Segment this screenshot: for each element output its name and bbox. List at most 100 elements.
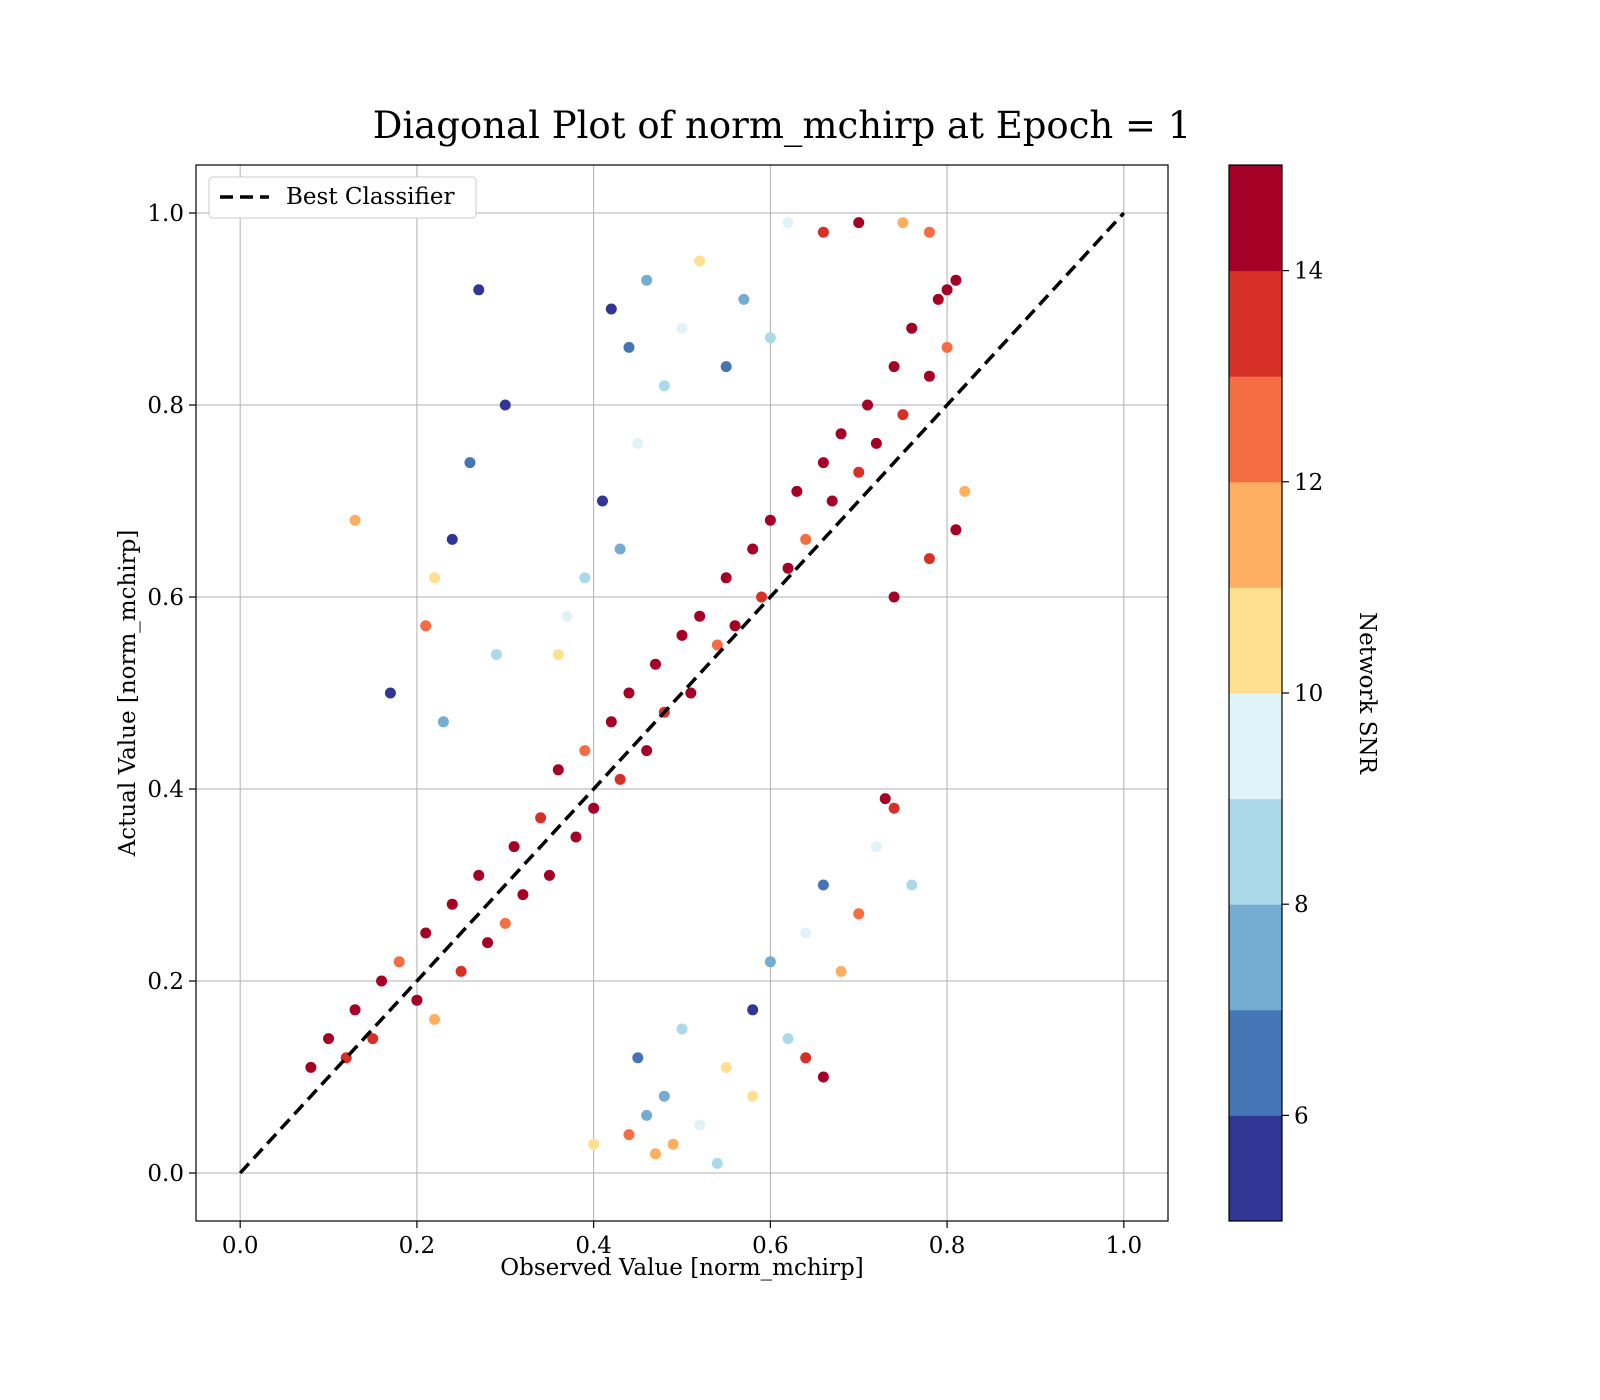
scatter-point bbox=[473, 284, 485, 296]
scatter-point bbox=[720, 1061, 732, 1073]
scatter-point bbox=[835, 428, 847, 440]
scatter-point bbox=[888, 361, 900, 373]
scatter-point bbox=[950, 524, 962, 536]
scatter-point bbox=[747, 543, 759, 555]
scatter-point bbox=[756, 591, 768, 603]
scatter-point bbox=[420, 620, 432, 632]
scatter-point bbox=[941, 284, 953, 296]
colorbar-segment bbox=[1229, 270, 1282, 377]
scatter-point bbox=[923, 226, 935, 238]
scatter-point bbox=[941, 341, 953, 353]
scatter-point bbox=[694, 255, 706, 267]
scatter-point bbox=[676, 1023, 688, 1035]
scatter-point bbox=[349, 1004, 361, 1016]
scatter-point bbox=[376, 975, 388, 987]
scatter-point bbox=[906, 879, 918, 891]
scatter-point bbox=[782, 217, 794, 229]
scatter-point bbox=[685, 687, 697, 699]
scatter-point bbox=[473, 869, 485, 881]
colorbar-tick-label: 14 bbox=[1294, 259, 1323, 285]
scatter-point bbox=[561, 610, 573, 622]
x-axis-ticks: 0.0 0.2 0.4 0.6 0.8 1.0 bbox=[222, 1221, 1142, 1259]
scatter-point bbox=[446, 533, 458, 545]
scatter-point bbox=[764, 332, 776, 344]
scatter-point bbox=[393, 956, 405, 968]
scatter-point bbox=[800, 927, 812, 939]
scatter-point bbox=[826, 495, 838, 507]
scatter-point bbox=[879, 793, 891, 805]
scatter-point bbox=[614, 773, 626, 785]
scatter-point bbox=[853, 466, 865, 478]
colorbar-segment bbox=[1229, 481, 1282, 588]
scatter-point bbox=[764, 514, 776, 526]
legend-box bbox=[208, 176, 477, 219]
colorbar-tick-label: 8 bbox=[1294, 892, 1309, 918]
scatter-point bbox=[623, 341, 635, 353]
y-tick-label: 1.0 bbox=[147, 201, 184, 227]
scatter-point bbox=[623, 1129, 635, 1141]
colorbar-segment bbox=[1229, 1115, 1282, 1222]
scatter-point bbox=[870, 841, 882, 853]
y-tick-label: 0.2 bbox=[147, 969, 184, 995]
scatter-point bbox=[641, 1109, 653, 1121]
scatter-point bbox=[888, 591, 900, 603]
scatter-point bbox=[411, 994, 423, 1006]
scatter-point bbox=[747, 1090, 759, 1102]
scatter-point bbox=[667, 1138, 679, 1150]
scatter-point bbox=[632, 437, 644, 449]
scatter-point bbox=[676, 322, 688, 334]
scatter-point bbox=[658, 380, 670, 392]
colorbar-tick-label: 12 bbox=[1294, 470, 1323, 496]
scatter-point bbox=[782, 562, 794, 574]
scatter-points bbox=[305, 217, 971, 1169]
scatter-point bbox=[605, 716, 617, 728]
scatter-point bbox=[694, 610, 706, 622]
colorbar-segment bbox=[1229, 904, 1282, 1011]
y-tick-label: 0.0 bbox=[147, 1161, 184, 1187]
y-tick-label: 0.6 bbox=[147, 585, 184, 611]
scatter-point bbox=[711, 1157, 723, 1169]
x-tick-label: 1.0 bbox=[1106, 1233, 1143, 1259]
legend: Best Classifier bbox=[208, 176, 477, 219]
scatter-point bbox=[455, 965, 467, 977]
scatter-point bbox=[923, 553, 935, 565]
colorbar-tick-label: 6 bbox=[1294, 1103, 1309, 1129]
best-classifier-line bbox=[238, 211, 1126, 1175]
scatter-point bbox=[791, 485, 803, 497]
scatter-point bbox=[897, 217, 909, 229]
scatter-point bbox=[950, 274, 962, 286]
x-axis-label: Observed Value [norm_mchirp] bbox=[500, 1255, 863, 1281]
scatter-point bbox=[305, 1061, 317, 1073]
scatter-point bbox=[729, 620, 741, 632]
scatter-point bbox=[570, 831, 582, 843]
x-tick-label: 0.4 bbox=[575, 1233, 612, 1259]
y-axis-ticks: 0.0 0.2 0.4 0.6 0.8 1.0 bbox=[147, 201, 196, 1187]
scatter-point bbox=[605, 303, 617, 315]
scatter-point bbox=[384, 687, 396, 699]
scatter-point bbox=[817, 1071, 829, 1083]
scatter-point bbox=[552, 649, 564, 661]
scatter-point bbox=[623, 687, 635, 699]
scatter-point bbox=[649, 658, 661, 670]
scatter-point bbox=[782, 1033, 794, 1045]
scatter-point bbox=[720, 572, 732, 584]
scatter-point bbox=[349, 514, 361, 526]
scatter-point bbox=[543, 869, 555, 881]
scatter-point bbox=[800, 1052, 812, 1064]
scatter-point bbox=[676, 629, 688, 641]
scatter-point bbox=[764, 956, 776, 968]
scatter-point bbox=[817, 457, 829, 469]
scatter-point bbox=[499, 399, 511, 411]
scatter-point bbox=[897, 409, 909, 421]
scatter-point bbox=[888, 802, 900, 814]
scatter-point bbox=[552, 764, 564, 776]
scatter-point bbox=[420, 927, 432, 939]
y-tick-label: 0.8 bbox=[147, 393, 184, 419]
scatter-point bbox=[499, 917, 511, 929]
scatter-point bbox=[853, 908, 865, 920]
scatter-point bbox=[800, 533, 812, 545]
scatter-point bbox=[632, 1052, 644, 1064]
scatter-point bbox=[437, 716, 449, 728]
colorbar bbox=[1229, 165, 1282, 1222]
